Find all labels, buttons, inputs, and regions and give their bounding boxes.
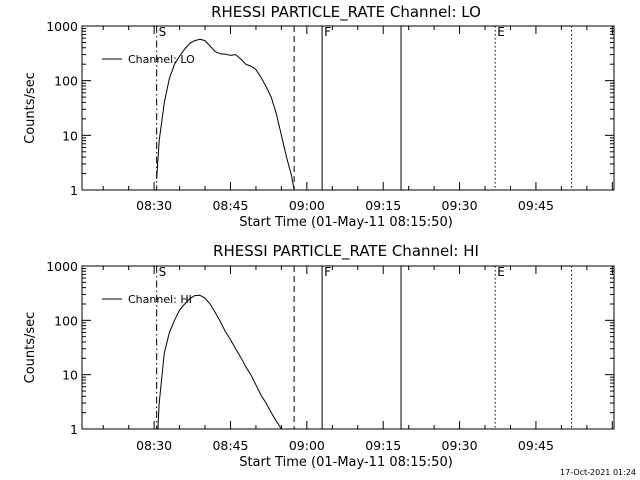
y-tick-label: 1000 <box>46 259 78 274</box>
y-tick-label: 100 <box>54 74 78 89</box>
x-tick-label: 09:45 <box>518 438 554 453</box>
x-axis-label: Start Time (01-May-11 08:15:50) <box>239 215 453 230</box>
x-tick-label: 09:15 <box>365 198 401 213</box>
y-tick-label: 1 <box>70 422 78 437</box>
y-tick-label: 10 <box>62 368 78 383</box>
event-marker-label: E <box>497 25 505 39</box>
event-marker-label: S <box>159 265 167 279</box>
x-tick-label: 09:15 <box>365 438 401 453</box>
series-line <box>156 38 295 191</box>
series-line <box>157 294 282 430</box>
x-tick-label: 09:30 <box>442 438 478 453</box>
y-axis-label: Counts/sec <box>23 312 38 384</box>
chart-title: RHESSI PARTICLE_RATE Channel: LO <box>211 3 481 22</box>
timestamp-label: 17-Oct-2021 01:24 <box>560 468 636 477</box>
chart-title: RHESSI PARTICLE_RATE Channel: HI <box>213 242 479 261</box>
x-axis-label: Start Time (01-May-11 08:15:50) <box>239 455 453 470</box>
panel-hi: RHESSI PARTICLE_RATE Channel: HI 1 10 100 10… <box>23 242 615 470</box>
y-tick-label: 1000 <box>46 19 78 34</box>
x-tick-label: 09:45 <box>518 198 554 213</box>
legend-label: Channel: LO <box>128 53 195 66</box>
plot-frame <box>81 265 615 430</box>
x-tick-label: 08:30 <box>136 438 172 453</box>
x-tick-label: 09:00 <box>289 438 325 453</box>
y-axis-label: Counts/sec <box>23 72 38 144</box>
event-marker-label: S <box>159 25 167 39</box>
y-tick-label: 100 <box>54 313 78 328</box>
event-marker-label: E <box>497 265 505 279</box>
plot-frame <box>81 25 615 191</box>
event-marker-label: F <box>324 265 331 279</box>
x-tick-label: 09:00 <box>289 198 325 213</box>
x-tick-label: 08:45 <box>212 438 248 453</box>
x-tick-label: 08:45 <box>212 198 248 213</box>
y-tick-label: 10 <box>62 128 78 143</box>
x-tick-label: 09:30 <box>442 198 478 213</box>
legend-label: Channel: HI <box>128 293 192 306</box>
panel-lo: RHESSI PARTICLE_RATE Channel: LO 1 10 100 10… <box>23 3 615 230</box>
event-marker-label: F <box>324 25 331 39</box>
y-tick-label: 1 <box>70 183 78 198</box>
x-tick-label: 08:30 <box>136 198 172 213</box>
